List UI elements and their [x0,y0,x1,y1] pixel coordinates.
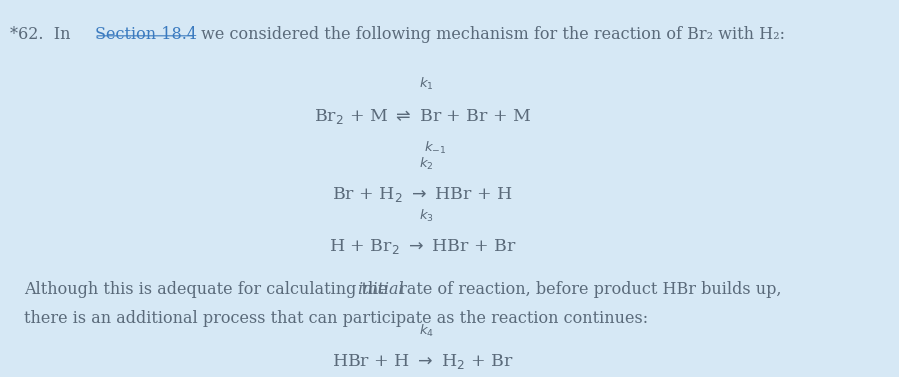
Text: there is an additional process that can participate as the reaction continues:: there is an additional process that can … [23,310,648,327]
Text: $k_{-1}$: $k_{-1}$ [424,139,447,156]
Text: $k_3$: $k_3$ [419,208,434,224]
Text: initial: initial [358,281,404,298]
Text: HBr + H $\rightarrow$ H$_2$ + Br: HBr + H $\rightarrow$ H$_2$ + Br [332,352,513,371]
Text: we considered the following mechanism for the reaction of Br₂ with H₂:: we considered the following mechanism fo… [196,26,785,43]
Text: Section 18.4: Section 18.4 [94,26,197,43]
Text: Although this is adequate for calculating the: Although this is adequate for calculatin… [23,281,393,298]
Text: *62.  In: *62. In [10,26,76,43]
Text: Br + H$_2$ $\rightarrow$ HBr + H: Br + H$_2$ $\rightarrow$ HBr + H [333,185,513,204]
Text: $k_1$: $k_1$ [420,76,434,92]
Text: $k_2$: $k_2$ [420,155,434,172]
Text: rate of reaction, before product HBr builds up,: rate of reaction, before product HBr bui… [394,281,781,298]
Text: $k_4$: $k_4$ [419,323,434,339]
Text: H + Br$_2$ $\rightarrow$ HBr + Br: H + Br$_2$ $\rightarrow$ HBr + Br [329,238,516,256]
Text: Br$_2$ + M $\rightleftharpoons$ Br + Br + M: Br$_2$ + M $\rightleftharpoons$ Br + Br … [314,107,531,126]
